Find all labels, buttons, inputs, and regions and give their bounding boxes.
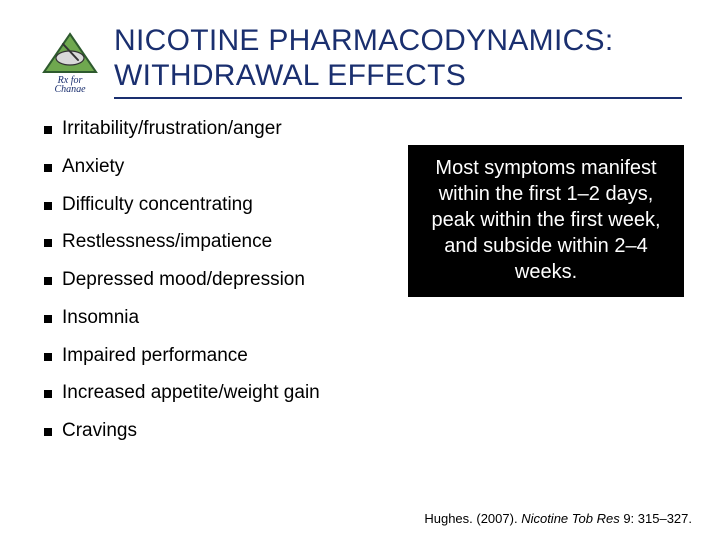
bullet-text: Impaired performance	[62, 344, 248, 368]
list-item: Restlessness/impatience	[44, 230, 399, 254]
mortar-bowl-icon	[56, 51, 84, 65]
list-item: Irritability/frustration/anger	[44, 117, 399, 141]
square-bullet-icon	[44, 428, 52, 436]
rx-for-change-logo: Rx for Change	[38, 28, 102, 92]
logo-svg: Rx for Change	[38, 28, 102, 92]
list-item: Increased appetite/weight gain	[44, 381, 399, 405]
bullet-text: Irritability/frustration/anger	[62, 117, 282, 141]
list-item: Depressed mood/depression	[44, 268, 399, 292]
logo-text-bottom: Change	[54, 84, 86, 92]
square-bullet-icon	[44, 315, 52, 323]
square-bullet-icon	[44, 353, 52, 361]
list-item: Impaired performance	[44, 344, 399, 368]
list-item: Cravings	[44, 419, 399, 443]
square-bullet-icon	[44, 202, 52, 210]
list-item: Anxiety	[44, 155, 399, 179]
slide: Rx for Change NICOTINE PHARMACODYNAMICS:…	[0, 0, 720, 540]
list-item: Insomnia	[44, 306, 399, 330]
bullet-text: Restlessness/impatience	[62, 230, 272, 254]
bullet-text: Insomnia	[62, 306, 139, 330]
bullet-text: Increased appetite/weight gain	[62, 381, 320, 405]
citation-journal: Nicotine Tob Res	[521, 511, 620, 526]
citation-author: Hughes. (2007).	[424, 511, 521, 526]
list-item: Difficulty concentrating	[44, 193, 399, 217]
citation: Hughes. (2007). Nicotine Tob Res 9: 315–…	[424, 511, 692, 526]
square-bullet-icon	[44, 277, 52, 285]
bullet-text: Depressed mood/depression	[62, 268, 305, 292]
slide-content: Irritability/frustration/anger Anxiety D…	[38, 117, 682, 443]
bullet-text: Cravings	[62, 419, 137, 443]
square-bullet-icon	[44, 126, 52, 134]
citation-pages: 9: 315–327.	[620, 511, 692, 526]
square-bullet-icon	[44, 390, 52, 398]
bullet-text: Anxiety	[62, 155, 124, 179]
bullet-text: Difficulty concentrating	[62, 193, 253, 217]
slide-header: Rx for Change NICOTINE PHARMACODYNAMICS:…	[38, 24, 682, 99]
square-bullet-icon	[44, 164, 52, 172]
callout-box: Most symptoms manifest within the first …	[408, 145, 684, 297]
bullet-list: Irritability/frustration/anger Anxiety D…	[44, 117, 399, 443]
square-bullet-icon	[44, 239, 52, 247]
slide-title: NICOTINE PHARMACODYNAMICS: WITHDRAWAL EF…	[114, 24, 682, 99]
